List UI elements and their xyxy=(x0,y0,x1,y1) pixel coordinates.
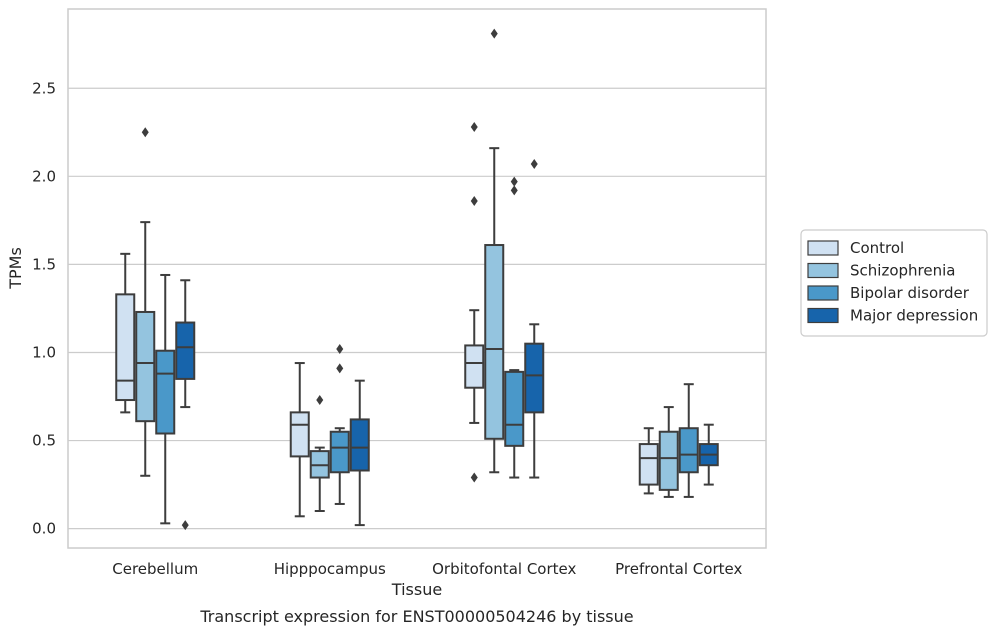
outlier-point xyxy=(141,127,149,138)
box-3-2 xyxy=(678,383,699,498)
legend-label: Bipolar disorder xyxy=(850,284,970,302)
legend-swatch xyxy=(807,262,839,279)
outlier-point xyxy=(510,185,518,196)
legend-label: Control xyxy=(850,239,904,257)
box-1-3 xyxy=(349,379,370,527)
legend-frame xyxy=(800,229,988,337)
y-tick-label: 1.0 xyxy=(32,343,56,361)
box-0-1 xyxy=(135,127,156,477)
x-axis-label: Tissue xyxy=(391,580,442,599)
outlier-point xyxy=(490,28,498,39)
outlier-point xyxy=(530,159,538,170)
box-iqr xyxy=(484,244,505,440)
x-tick-labels: Cerebellum Hipppocampus Orbitofontal Corte… xyxy=(112,560,742,578)
box-iqr xyxy=(135,310,156,423)
box-0-0 xyxy=(115,252,136,414)
y-tick-labels: 0.0 0.5 1.0 1.5 2.0 2.5 xyxy=(32,79,56,537)
chart-caption: Transcript expression for ENST0000050424… xyxy=(199,607,633,626)
box-3-0 xyxy=(638,427,659,495)
box-1-1 xyxy=(309,395,330,513)
box-iqr xyxy=(329,430,350,474)
box-2-2 xyxy=(504,176,525,479)
box-iqr xyxy=(504,370,525,447)
box-1-0 xyxy=(289,362,310,518)
y-tick-label: 0.0 xyxy=(32,520,56,538)
outlier-point xyxy=(510,176,518,187)
box-iqr xyxy=(349,418,370,472)
x-tick-label: Orbitofontal Cortex xyxy=(432,560,576,578)
y-tick-label: 1.5 xyxy=(32,255,56,273)
legend-swatch xyxy=(807,307,839,324)
legend-label: Major depression xyxy=(850,307,978,325)
box-iqr xyxy=(678,427,699,474)
outlier-point xyxy=(316,395,324,406)
box-iqr xyxy=(658,430,679,491)
box-3-1 xyxy=(658,406,679,498)
box-2-3 xyxy=(524,159,545,479)
legend: Control Schizophrenia Bipolar disorder Majo… xyxy=(800,229,988,337)
box-iqr xyxy=(524,342,545,414)
box-iqr xyxy=(464,344,485,389)
box-0-3 xyxy=(175,279,196,531)
outlier-point xyxy=(470,122,478,133)
x-tick-label: Prefrontal Cortex xyxy=(615,560,742,578)
box-2-1 xyxy=(484,28,505,474)
box-iqr xyxy=(638,443,659,486)
box-iqr xyxy=(155,349,176,435)
legend-swatch xyxy=(807,285,839,301)
y-tick-label: 2.5 xyxy=(32,79,56,97)
box-iqr xyxy=(289,411,310,458)
outlier-point xyxy=(336,363,344,374)
x-tick-label: Hipppocampus xyxy=(274,560,386,578)
box-iqr xyxy=(115,293,136,402)
box-1-2 xyxy=(329,343,350,505)
y-tick-label: 2.0 xyxy=(32,167,56,185)
outlier-point xyxy=(181,520,189,531)
legend-label: Schizophrenia xyxy=(850,262,955,280)
box-groups xyxy=(115,28,719,531)
outlier-point xyxy=(336,343,344,354)
box-iqr xyxy=(175,321,196,380)
box-3-3 xyxy=(698,423,719,486)
plot-frame xyxy=(67,8,767,549)
x-tick-label: Cerebellum xyxy=(112,560,198,578)
outlier-point xyxy=(470,195,478,206)
y-axis-label: TPMs xyxy=(6,247,25,290)
legend-swatch xyxy=(807,240,839,256)
box-0-2 xyxy=(155,273,176,525)
outlier-point xyxy=(470,472,478,483)
y-tick-label: 0.5 xyxy=(32,432,56,450)
box-2-0 xyxy=(464,122,485,483)
